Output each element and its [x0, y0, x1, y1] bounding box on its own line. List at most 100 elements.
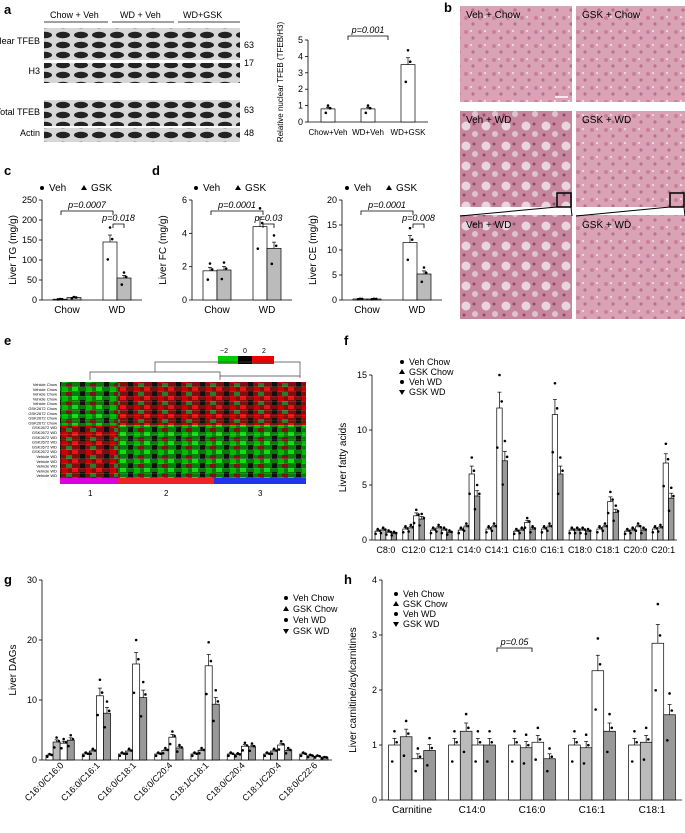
heatmap-row-label: GSK2672 Chow [28, 420, 57, 425]
data-point [229, 751, 233, 754]
data-point [614, 504, 618, 507]
bar [551, 414, 558, 541]
data-point [429, 531, 433, 535]
x-tick-label: C18:0 [568, 545, 592, 555]
data-point [60, 746, 63, 750]
data-point [570, 526, 574, 529]
data-point [200, 746, 203, 750]
bar [435, 527, 442, 541]
data-point [356, 298, 360, 301]
bar [607, 501, 614, 541]
heatmap-cells [118, 420, 214, 426]
y-tick-label: 1 [372, 740, 377, 750]
heatmap-cells [60, 468, 118, 474]
cluster-bar-2 [118, 478, 214, 484]
data-point [412, 521, 416, 525]
data-point [430, 746, 434, 750]
data-point [410, 238, 414, 241]
data-point [110, 237, 114, 241]
data-point [387, 529, 390, 532]
data-point [414, 508, 418, 512]
data-point [53, 746, 56, 749]
data-point [258, 207, 262, 210]
heatmap-cells [60, 410, 118, 416]
blot-mw: 63 [244, 105, 254, 115]
x-tick-label: C18:1 [639, 805, 666, 816]
bar [399, 736, 413, 801]
data-point [392, 530, 396, 534]
data-point [407, 530, 410, 533]
legend-marker [283, 629, 289, 634]
significance-bracket [496, 647, 533, 652]
data-point [635, 740, 638, 744]
data-point [505, 455, 509, 459]
legend-label: GSK Chow [403, 599, 448, 609]
bar [601, 526, 609, 541]
data-point [582, 762, 586, 765]
data-point [301, 751, 305, 754]
legend-label: Veh WD [403, 609, 437, 619]
data-point [668, 692, 671, 695]
data-point [156, 751, 160, 754]
data-point [662, 484, 665, 488]
data-point [105, 700, 109, 703]
data-point [416, 747, 420, 750]
p-value-label: p=0.0001 [367, 200, 406, 210]
data-point [173, 734, 176, 738]
data-point [144, 693, 147, 696]
heatmap-row-label: Vehicle WD [36, 459, 57, 464]
data-point [202, 748, 206, 752]
bar [657, 527, 664, 541]
data-point [634, 529, 638, 533]
bar [413, 515, 420, 541]
heatmap-cells [60, 458, 118, 464]
data-point [540, 531, 544, 534]
data-point [168, 742, 172, 746]
data-point [625, 527, 629, 531]
data-point [139, 715, 143, 718]
legend-marker [81, 185, 87, 190]
data-point [550, 755, 554, 758]
data-point [573, 531, 577, 535]
heatmap-row-label: GSK2672 WD [32, 444, 57, 449]
heatmap-cells [214, 415, 306, 421]
heatmap-cells [60, 386, 118, 392]
bar [204, 665, 213, 761]
y-tick-label: 0 [32, 295, 37, 305]
cluster-label: 1 [88, 489, 93, 498]
y-tick-label: 4 [372, 575, 377, 585]
data-point [609, 490, 612, 494]
legend-marker [284, 596, 288, 600]
heatmap-cells [60, 473, 118, 478]
data-point [227, 754, 230, 758]
data-point [598, 524, 601, 528]
data-point [588, 529, 592, 533]
legend-marker [345, 186, 349, 190]
heatmap-row-label: GSK2672 WD [32, 435, 57, 440]
data-point [325, 756, 328, 759]
bar [531, 741, 545, 801]
data-point [220, 277, 224, 281]
data-point [629, 531, 632, 535]
data-point [495, 446, 499, 449]
bar [491, 526, 498, 541]
data-point [82, 754, 85, 758]
y-tick-label: 2 [372, 685, 377, 695]
legend-marker [284, 618, 288, 622]
histology-image [460, 215, 572, 319]
bar [161, 750, 170, 761]
bar [651, 528, 659, 541]
data-point [478, 492, 481, 496]
legend-label: Veh WD [409, 377, 443, 387]
data-point [60, 297, 64, 301]
blot-mw: 17 [244, 58, 254, 68]
bar [266, 247, 282, 301]
heatmap-cells [118, 382, 214, 387]
data-point [216, 700, 220, 703]
blot-band-h3 [44, 63, 240, 83]
heatmap-cells [214, 382, 306, 387]
scale-high [252, 356, 274, 364]
bar [543, 758, 556, 801]
legend-marker [394, 612, 398, 616]
data-point [309, 753, 312, 757]
